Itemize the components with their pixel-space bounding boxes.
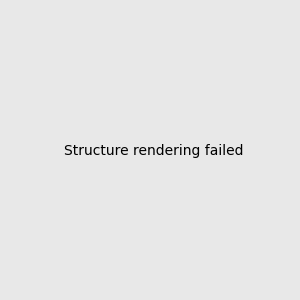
Text: Structure rendering failed: Structure rendering failed — [64, 145, 244, 158]
